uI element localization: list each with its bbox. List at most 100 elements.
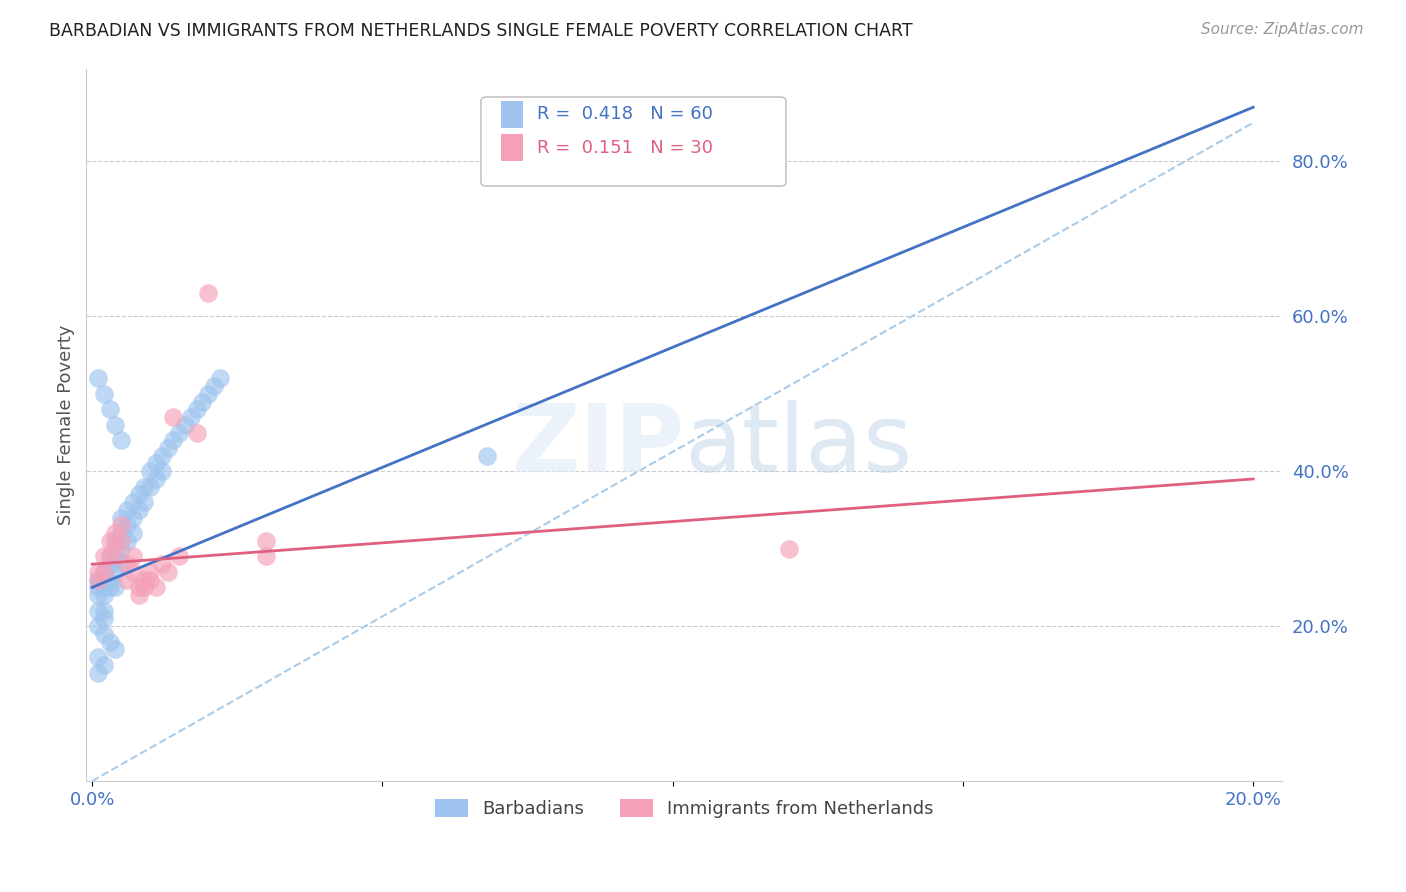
Point (778, 541, 800, 556)
Point (87, 665, 110, 680)
Point (150, 464, 173, 478)
Point (87, 573, 110, 587)
Point (121, 565, 143, 579)
Point (156, 565, 179, 579)
Point (139, 565, 162, 579)
Point (87, 604, 110, 618)
Point (87, 581, 110, 595)
Point (93, 588, 115, 602)
Point (104, 565, 127, 579)
FancyBboxPatch shape (481, 97, 786, 186)
Point (121, 526, 143, 541)
Point (110, 434, 132, 448)
Point (93, 565, 115, 579)
Point (87, 619, 110, 633)
Point (139, 573, 162, 587)
Point (121, 549, 143, 564)
Point (98, 557, 121, 571)
Point (121, 510, 143, 524)
Point (104, 541, 127, 556)
Y-axis label: Single Female Poverty: Single Female Poverty (58, 325, 75, 525)
Point (139, 480, 162, 494)
Point (197, 386, 219, 401)
Point (87, 565, 110, 579)
Text: R =  0.418   N = 60: R = 0.418 N = 60 (537, 105, 713, 123)
Point (150, 449, 173, 463)
Point (162, 410, 184, 425)
Point (93, 581, 115, 595)
Text: R =  0.151   N = 30: R = 0.151 N = 30 (537, 138, 713, 157)
Point (98, 581, 121, 595)
Point (145, 581, 167, 595)
Point (110, 510, 132, 524)
Point (98, 549, 121, 564)
Text: BARBADIAN VS IMMIGRANTS FROM NETHERLANDS SINGLE FEMALE POVERTY CORRELATION CHART: BARBADIAN VS IMMIGRANTS FROM NETHERLANDS… (49, 22, 912, 40)
Point (134, 480, 156, 494)
Text: atlas: atlas (685, 401, 912, 492)
Point (104, 533, 127, 548)
Point (93, 657, 115, 672)
Point (110, 533, 132, 548)
FancyBboxPatch shape (502, 134, 523, 161)
Point (128, 581, 150, 595)
Point (134, 573, 156, 587)
Point (121, 495, 143, 509)
Text: ZIP: ZIP (512, 401, 685, 492)
Point (110, 526, 132, 541)
Point (197, 286, 219, 301)
Point (115, 557, 138, 571)
Point (93, 611, 115, 625)
Point (139, 464, 162, 478)
Point (145, 472, 167, 486)
Point (87, 573, 110, 587)
Point (104, 549, 127, 564)
Point (254, 549, 277, 564)
Point (115, 503, 138, 517)
Point (87, 588, 110, 602)
Point (110, 518, 132, 533)
Point (145, 457, 167, 471)
Point (150, 557, 173, 571)
Point (208, 371, 231, 385)
Point (110, 557, 132, 571)
Point (174, 417, 197, 432)
Point (128, 503, 150, 517)
Point (134, 495, 156, 509)
Point (202, 379, 225, 393)
Point (98, 634, 121, 648)
Point (186, 425, 208, 440)
Point (115, 518, 138, 533)
Point (93, 604, 115, 618)
Point (128, 588, 150, 602)
Point (128, 487, 150, 501)
Point (93, 549, 115, 564)
Point (191, 394, 214, 409)
Point (110, 541, 132, 556)
Point (134, 581, 156, 595)
Point (98, 402, 121, 417)
Point (162, 434, 184, 448)
Text: Source: ZipAtlas.com: Source: ZipAtlas.com (1201, 22, 1364, 37)
Point (93, 386, 115, 401)
Point (180, 410, 202, 425)
Point (254, 533, 277, 548)
Point (167, 549, 190, 564)
FancyBboxPatch shape (502, 101, 523, 128)
Point (98, 573, 121, 587)
Point (104, 581, 127, 595)
Point (475, 449, 498, 463)
Point (104, 642, 127, 657)
Point (104, 526, 127, 541)
Point (115, 533, 138, 548)
Point (93, 627, 115, 641)
Point (93, 565, 115, 579)
Point (87, 650, 110, 665)
Legend: Barbadians, Immigrants from Netherlands: Barbadians, Immigrants from Netherlands (427, 791, 941, 825)
Point (87, 371, 110, 385)
Point (167, 425, 190, 440)
Point (186, 402, 208, 417)
Point (98, 533, 121, 548)
Point (104, 417, 127, 432)
Point (98, 549, 121, 564)
Point (156, 441, 179, 455)
